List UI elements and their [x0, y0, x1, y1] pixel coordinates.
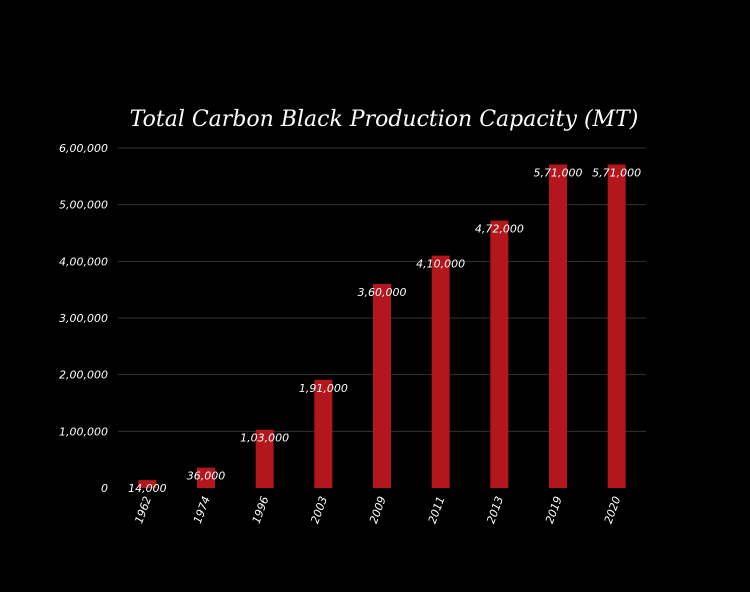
- bar: [197, 467, 215, 488]
- data-label: 36,000: [187, 470, 226, 483]
- y-tick-label: 1,00,000: [59, 425, 108, 438]
- y-tick-label: 3,00,000: [59, 312, 108, 325]
- y-tick-label: 6,00,000: [59, 142, 108, 155]
- data-label: 5,71,000: [592, 166, 641, 179]
- bar: [138, 480, 157, 488]
- bars: [138, 164, 626, 489]
- data-label: 5,71,000: [534, 166, 583, 179]
- y-tick-label: 5,00,000: [59, 199, 108, 212]
- bar: [314, 379, 333, 488]
- x-tick-label: 2013: [484, 495, 506, 526]
- bar: [255, 429, 274, 488]
- bar: [607, 164, 626, 488]
- y-tick-label: 2,00,000: [59, 369, 108, 382]
- x-tick-label: 1962: [132, 495, 154, 526]
- bar: [490, 220, 509, 489]
- bar: [373, 284, 391, 488]
- x-tick-label: 2003: [308, 495, 330, 526]
- data-label: 14,000: [128, 482, 167, 495]
- bar: [431, 255, 450, 488]
- x-tick-label: 2019: [543, 495, 565, 526]
- data-label: 1,91,000: [299, 382, 348, 395]
- y-axis-ticks: 0 1,00,000 2,00,000 3,00,000 4,00,000 5,00,00…: [59, 142, 108, 495]
- bar: [549, 164, 567, 488]
- x-tick-label: 2020: [602, 495, 624, 526]
- data-label: 4,10,000: [416, 258, 465, 271]
- x-tick-label: 1974: [191, 495, 213, 526]
- y-tick-label: 4,00,000: [59, 255, 108, 268]
- x-tick-label: 2009: [367, 495, 389, 526]
- data-label: 4,72,000: [475, 223, 524, 236]
- x-tick-label: 1996: [250, 495, 272, 526]
- data-label: 1,03,000: [240, 432, 289, 445]
- y-tick-label: 0: [101, 482, 108, 495]
- data-label: 3,60,000: [358, 286, 407, 299]
- data-labels: 14,000 36,000 1,03,000 1,91,000 3,60,000 4,10…: [128, 166, 641, 495]
- chart-title: Total Carbon Black Production Capacity (…: [130, 107, 639, 132]
- x-tick-label: 2011: [426, 495, 448, 526]
- x-axis-ticks: 1962 1974 1996 2003 2009 2011 2013 2019 2020: [132, 495, 623, 526]
